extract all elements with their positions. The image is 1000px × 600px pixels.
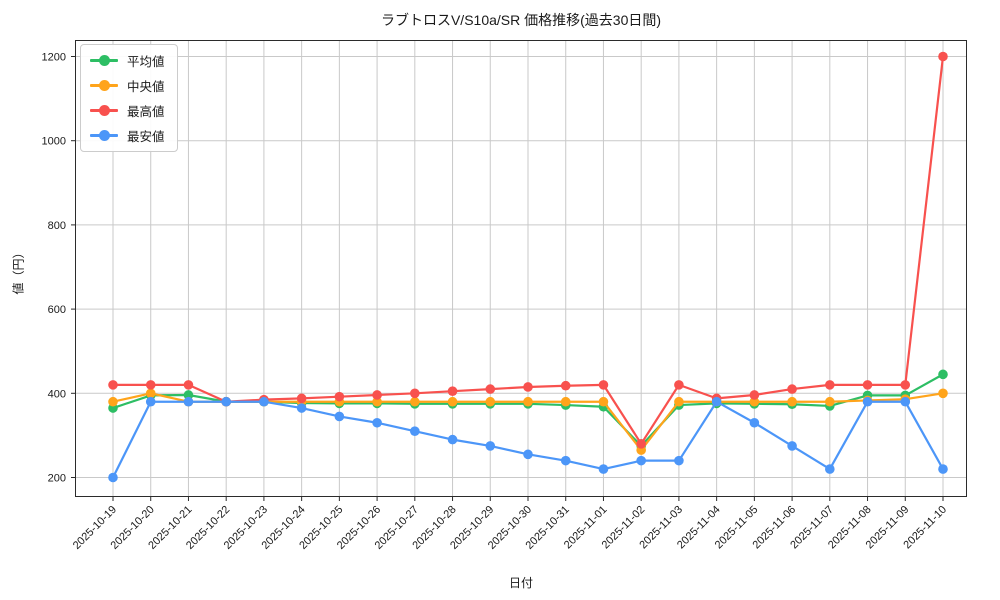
data-point bbox=[183, 390, 194, 400]
data-point bbox=[485, 384, 496, 394]
legend-marker-icon bbox=[90, 105, 118, 116]
data-point bbox=[636, 455, 646, 466]
data-point bbox=[938, 464, 948, 474]
legend-item-3: 最安値 bbox=[90, 126, 165, 145]
data-point bbox=[787, 396, 797, 407]
data-point bbox=[372, 390, 382, 400]
plot-area: 200400600800100012002025-10-192025-10-20… bbox=[42, 40, 967, 552]
data-point bbox=[485, 396, 496, 407]
data-point bbox=[108, 380, 118, 390]
data-point bbox=[296, 393, 307, 404]
data-point bbox=[145, 396, 156, 407]
y-axis-label: 値（円） bbox=[11, 246, 26, 295]
x-axis-label: 日付 bbox=[508, 576, 533, 590]
data-point bbox=[674, 380, 684, 390]
data-point bbox=[825, 464, 835, 474]
plot-border bbox=[75, 40, 967, 497]
data-point bbox=[862, 396, 873, 407]
data-point bbox=[598, 464, 609, 474]
data-point bbox=[560, 380, 571, 391]
data-point bbox=[862, 380, 873, 390]
data-point bbox=[749, 417, 760, 428]
data-point bbox=[787, 384, 797, 394]
legend: 平均値中央値最高値最安値 bbox=[80, 44, 178, 152]
data-point bbox=[183, 380, 194, 390]
data-point bbox=[372, 396, 382, 407]
data-point bbox=[938, 369, 948, 380]
legend-label: 最高値 bbox=[127, 105, 165, 119]
data-point bbox=[447, 396, 458, 407]
data-point bbox=[825, 380, 835, 390]
data-point bbox=[523, 449, 533, 460]
legend-label: 最安値 bbox=[127, 130, 165, 144]
data-point bbox=[296, 403, 307, 413]
data-point bbox=[372, 417, 382, 428]
data-point bbox=[334, 411, 345, 422]
data-point bbox=[183, 396, 194, 407]
legend-item-0: 平均値 bbox=[90, 51, 165, 70]
y-tick-label: 1200 bbox=[42, 52, 66, 64]
y-tick-label: 800 bbox=[48, 220, 66, 232]
data-point bbox=[674, 455, 684, 466]
data-point bbox=[145, 388, 156, 399]
legend-marker-icon bbox=[90, 55, 118, 66]
data-point bbox=[711, 396, 722, 407]
data-point bbox=[560, 455, 571, 466]
data-point bbox=[410, 396, 420, 407]
data-point bbox=[674, 396, 684, 407]
data-point bbox=[485, 441, 496, 451]
data-point bbox=[598, 396, 609, 407]
legend-label: 平均値 bbox=[127, 55, 165, 69]
y-tick-label: 1000 bbox=[42, 136, 66, 148]
y-tick-label: 600 bbox=[48, 304, 66, 316]
legend-item-2: 最高値 bbox=[90, 101, 165, 120]
data-point bbox=[749, 396, 760, 407]
data-point bbox=[447, 386, 458, 396]
data-point bbox=[447, 434, 458, 445]
data-point bbox=[145, 380, 156, 390]
chart-title: ラブトロスV/S10a/SR 価格推移(過去30日間) bbox=[380, 12, 662, 28]
legend-marker-icon bbox=[90, 80, 118, 91]
data-point bbox=[938, 388, 948, 399]
data-point bbox=[410, 388, 420, 399]
data-point bbox=[938, 51, 948, 62]
data-point bbox=[900, 396, 911, 407]
data-point bbox=[523, 382, 533, 392]
data-point bbox=[560, 396, 571, 407]
data-point bbox=[334, 391, 345, 402]
data-point bbox=[636, 439, 646, 449]
data-point bbox=[825, 396, 835, 407]
data-point bbox=[598, 380, 609, 390]
data-point bbox=[900, 380, 911, 390]
data-point bbox=[259, 396, 269, 407]
data-point bbox=[749, 390, 760, 400]
data-point bbox=[108, 396, 118, 407]
data-point bbox=[221, 396, 231, 407]
legend-label: 中央値 bbox=[127, 80, 165, 94]
legend-item-1: 中央値 bbox=[90, 76, 165, 95]
legend-marker-icon bbox=[90, 130, 118, 141]
data-point bbox=[523, 396, 533, 407]
data-point bbox=[108, 472, 118, 483]
data-point bbox=[787, 441, 797, 451]
data-point bbox=[410, 426, 420, 436]
y-tick-label: 200 bbox=[48, 473, 66, 485]
y-tick-label: 400 bbox=[48, 388, 66, 400]
